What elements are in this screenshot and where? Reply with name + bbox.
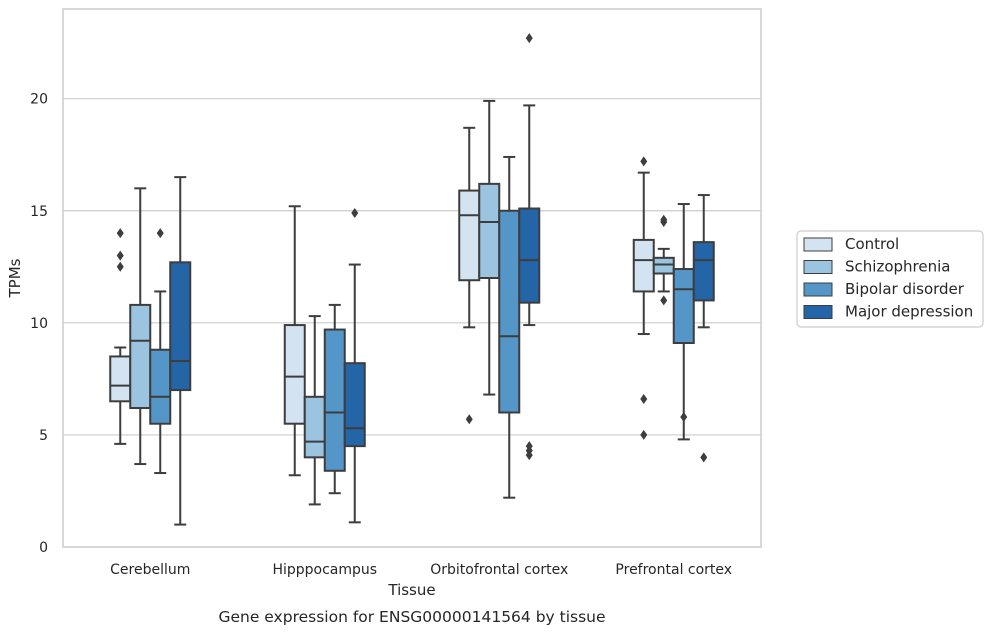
box-schizophrenia <box>652 214 675 306</box>
outlier-point <box>156 228 164 239</box>
box-schizophrenia <box>129 187 152 466</box>
box-body <box>632 238 655 293</box>
legend-swatch <box>803 237 833 252</box>
box-body <box>109 355 132 403</box>
outlier-point <box>465 414 473 425</box>
box-bipolar-disorder <box>149 228 172 475</box>
plot-frame <box>62 8 762 548</box>
box-control <box>632 156 655 440</box>
box-bipolar-disorder <box>498 155 521 499</box>
box-control <box>109 228 132 445</box>
box-body <box>169 261 192 392</box>
box-body <box>149 348 172 425</box>
box-body <box>672 268 695 345</box>
outlier-point <box>116 250 124 261</box>
box-body <box>323 328 346 472</box>
y-tick-label: 5 <box>39 428 48 444</box>
box-schizophrenia <box>478 99 501 396</box>
outlier-point <box>680 411 688 422</box>
y-axis-ticks: 0 5 10 15 20 <box>30 92 48 556</box>
box-body <box>458 189 481 282</box>
box-body <box>343 362 366 448</box>
legend-swatch <box>803 260 833 274</box>
outlier-point <box>660 214 668 225</box>
box-major-depression <box>518 33 541 461</box>
x-tick-label: Orbitofrontal cortex <box>430 562 568 578</box>
outlier-point <box>525 33 533 44</box>
legend-label: Bipolar disorder <box>845 280 965 298</box>
x-tick-label: Hipppocampus <box>272 562 377 578</box>
outlier-point <box>525 441 533 452</box>
grid-lines <box>63 98 761 548</box>
outlier-point <box>351 207 359 218</box>
box-body <box>303 395 326 459</box>
outlier-point <box>660 295 668 306</box>
box-control <box>458 126 481 425</box>
box-body <box>518 207 541 304</box>
x-tick-label: Cerebellum <box>110 562 190 578</box>
box-body <box>652 256 675 275</box>
y-tick-label: 10 <box>30 316 48 332</box>
x-axis-ticks: Cerebellum Hipppocampus Orbitofrontal cort… <box>110 562 732 578</box>
outlier-point <box>640 429 648 440</box>
legend-label: Major depression <box>845 303 973 321</box>
legend-swatch <box>803 282 833 297</box>
box-body <box>283 324 306 425</box>
figure-caption: Gene expression for ENSG00000141564 by t… <box>218 608 605 626</box>
x-tick-label: Prefrontal cortex <box>615 562 732 578</box>
box-major-depression <box>692 194 715 463</box>
outlier-point <box>700 452 708 463</box>
box-body <box>692 241 715 302</box>
legend-label: Schizophrenia <box>845 258 950 276</box>
legend-frame <box>796 230 984 328</box>
outlier-point <box>116 228 124 239</box>
y-tick-label: 0 <box>39 540 48 556</box>
y-tick-label: 15 <box>30 204 48 220</box>
legend-label: Control <box>845 235 899 253</box>
box-major-depression <box>343 207 366 524</box>
outlier-point <box>640 156 648 167</box>
legend: Control Schizophrenia Bipolar disorder Majo… <box>796 230 984 328</box>
y-tick-label: 20 <box>30 92 48 108</box>
box-schizophrenia <box>303 315 326 506</box>
legend-swatch <box>803 305 833 319</box>
box-body <box>498 209 521 414</box>
box-plot-area <box>109 33 715 526</box>
y-axis-label: TPMs <box>6 258 24 298</box>
box-major-depression <box>169 176 192 526</box>
box-body <box>129 303 152 410</box>
box-bipolar-disorder <box>323 303 346 495</box>
box-body <box>478 182 501 280</box>
box-control <box>283 205 306 477</box>
outlier-point <box>116 261 124 272</box>
x-axis-label: Tissue <box>387 581 435 599</box>
outlier-point <box>640 394 648 405</box>
box-bipolar-disorder <box>672 203 695 441</box>
